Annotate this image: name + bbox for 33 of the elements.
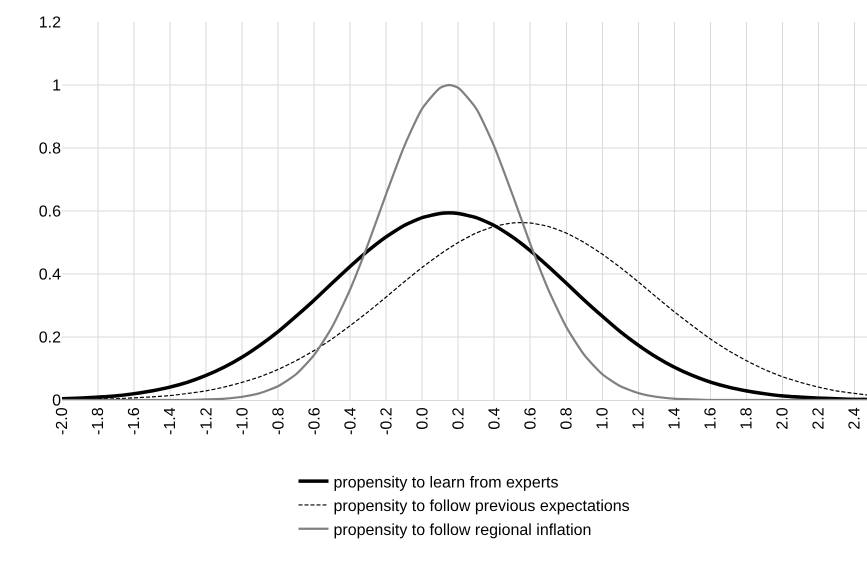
x-tick-label: 0.0 [414,407,432,430]
x-tick-label: -1.6 [126,407,144,435]
x-tick-label: 2.0 [774,407,792,430]
x-tick-label: 1.8 [738,407,756,430]
y-tick-label: 0.2 [38,330,62,347]
x-tick-label: 0.8 [558,407,576,430]
x-tick-label: -0.2 [378,407,396,435]
line-series [62,84,867,400]
y-tick-label: 1.2 [38,14,62,32]
x-tick-label: -1.2 [198,407,216,435]
x-tick-label: 1.0 [594,407,612,430]
x-tick-label: -1.4 [162,407,180,435]
x-tick-label: 0.4 [486,407,504,430]
x-tick-label: 1.4 [666,407,684,430]
x-tick-label: -0.8 [270,407,288,435]
y-tick-label: 1 [52,78,62,95]
x-tick-label: -2.0 [54,407,72,435]
x-tick-label: 1.6 [702,407,720,430]
x-tick-label: 0.2 [450,407,468,430]
x-tick-label: 0.6 [522,407,540,430]
legend-label: propensity to learn from experts [334,474,558,492]
y-tick-label: 0.8 [38,140,62,158]
y-tick-label: 0.6 [38,204,62,221]
legend-label: propensity to follow regional inflation [334,522,592,539]
x-tick-label: 2.2 [810,407,828,430]
x-tick-label: 2.4 [846,407,864,430]
x-tick-label: -1.0 [234,407,252,435]
legend-label: propensity to follow previous expectations [334,498,630,516]
x-tick-label: -0.4 [342,407,360,435]
x-tick-label: -1.8 [90,407,108,435]
x-tick-label: 1.2 [630,407,648,430]
y-tick-label: 0.4 [38,266,62,284]
x-tick-label: -0.6 [306,407,324,435]
